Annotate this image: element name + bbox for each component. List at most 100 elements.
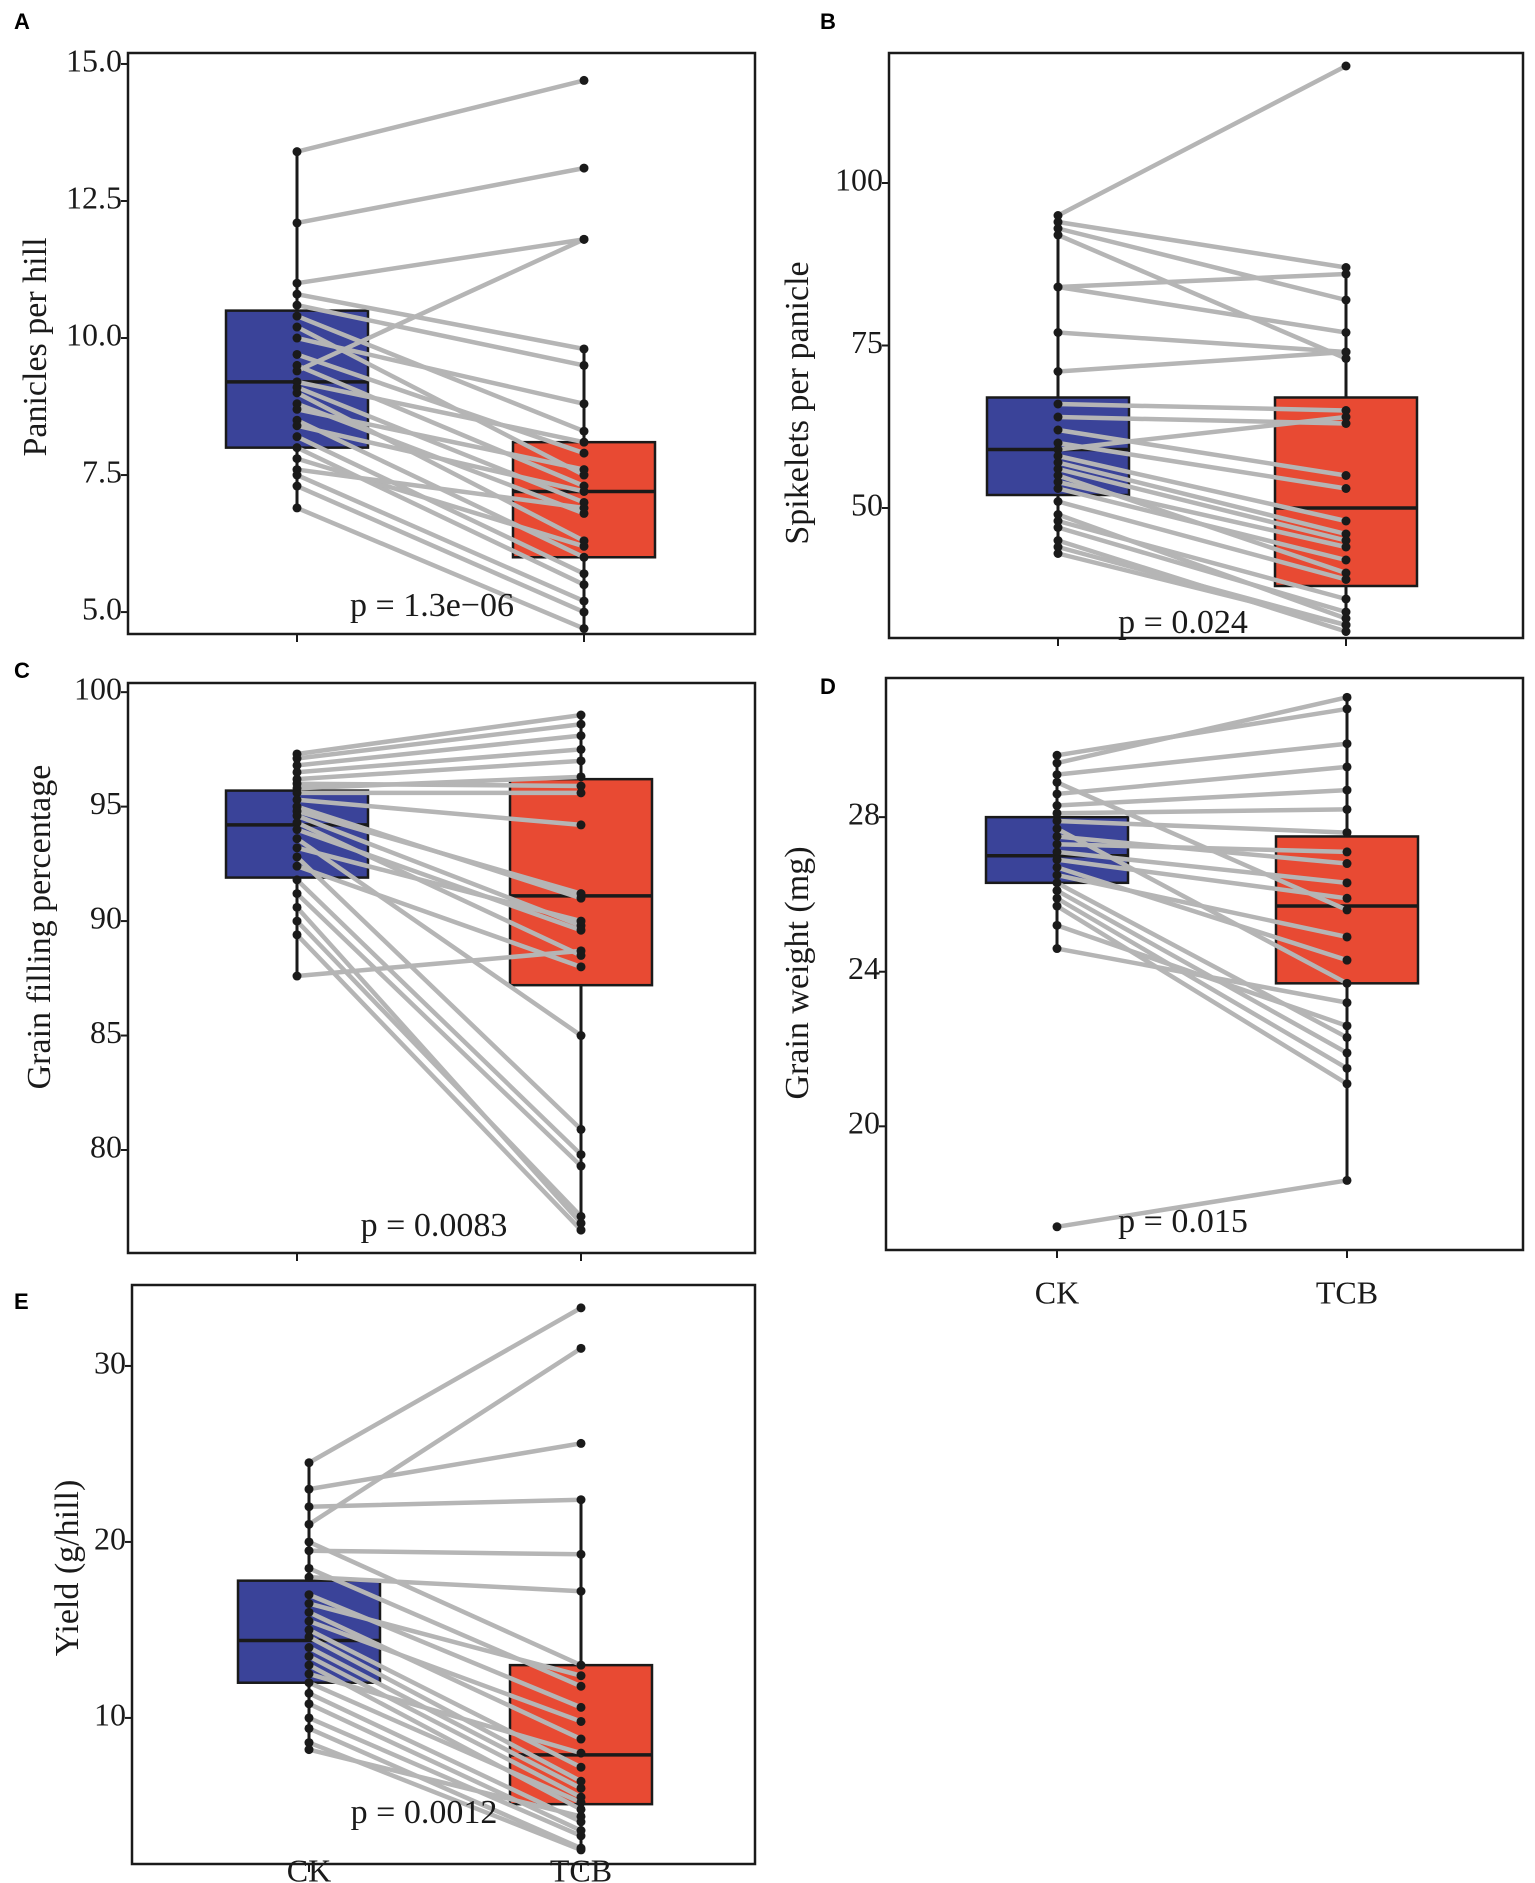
pair-line	[1055, 551, 1349, 628]
data-point-tcb	[576, 1303, 586, 1313]
data-point-tcb	[579, 596, 589, 606]
data-point-ck	[304, 1688, 314, 1698]
y-tick-label: 12.5	[66, 179, 122, 215]
p-value-label: p = 0.0083	[361, 1207, 508, 1244]
p-value-label: p = 0.015	[1118, 1203, 1248, 1240]
data-point-tcb	[576, 1671, 586, 1681]
data-point-tcb	[579, 503, 589, 513]
pair-line	[294, 712, 584, 757]
pair-line	[306, 1441, 584, 1492]
panel-frame	[126, 681, 757, 1255]
data-point-tcb	[1342, 762, 1352, 772]
p-value-label: p = 1.3e−06	[350, 587, 514, 624]
data-point-ck	[1053, 523, 1063, 532]
pair-line	[294, 774, 584, 791]
data-point-ck	[1053, 451, 1063, 461]
data-point-tcb	[576, 1031, 586, 1041]
data-point-tcb	[576, 710, 586, 720]
data-point-tcb	[576, 1748, 586, 1758]
pair-line	[294, 472, 587, 604]
data-point-tcb	[579, 163, 589, 173]
data-point-ck	[292, 311, 302, 321]
data-point-ck	[292, 889, 302, 899]
pair-line	[294, 827, 584, 933]
data-point-tcb	[1341, 536, 1351, 545]
data-point-ck	[1053, 211, 1063, 220]
y-tick-label: 85	[90, 1014, 122, 1050]
pair-line	[306, 1747, 584, 1819]
data-point-ck	[292, 432, 302, 442]
data-point-ck	[304, 1484, 314, 1494]
pair-line	[1055, 499, 1349, 582]
data-point-tcb	[576, 1495, 586, 1505]
data-point-ck	[292, 843, 302, 853]
data-point-ck	[304, 1502, 314, 1512]
pair-line	[1054, 903, 1350, 1087]
data-point-tcb	[576, 731, 586, 741]
data-point-tcb	[579, 541, 589, 551]
p-value-label: p = 0.024	[1118, 604, 1248, 641]
data-point-ck	[292, 902, 302, 912]
data-point-tcb	[576, 1804, 586, 1814]
data-point-tcb	[1342, 1048, 1352, 1058]
data-point-ck	[304, 1745, 314, 1755]
pair-line	[1054, 807, 1350, 816]
data-point-tcb	[576, 1797, 586, 1807]
data-point-tcb	[579, 552, 589, 562]
data-point-tcb	[576, 1776, 586, 1786]
data-point-ck	[1053, 282, 1063, 292]
panel-frame	[130, 1283, 757, 1866]
pair-line	[1054, 880, 1350, 1040]
data-point-tcb	[579, 607, 589, 617]
data-point-tcb	[1341, 471, 1351, 480]
data-point-ck	[304, 1643, 314, 1653]
data-point-ck	[292, 861, 302, 871]
data-point-tcb	[579, 624, 589, 634]
y-axis-title: Spikelets per panicle	[779, 261, 816, 544]
data-point-tcb	[1342, 905, 1352, 915]
data-point-tcb	[576, 1734, 586, 1744]
panel-letter: B	[820, 9, 836, 34]
pair-line	[294, 456, 587, 549]
data-point-ck	[1053, 477, 1063, 487]
pair-line	[294, 854, 584, 1132]
data-point-tcb	[1341, 575, 1351, 584]
data-point-ck	[304, 1563, 314, 1573]
pair-line	[306, 1539, 584, 1668]
data-point-ck	[304, 1572, 314, 1582]
data-point-tcb	[576, 781, 586, 791]
pair-line	[1055, 460, 1349, 537]
pair-line	[306, 1601, 584, 1678]
pair-line	[306, 1305, 584, 1465]
data-point-tcb	[579, 448, 589, 458]
x-tick-label: TCB	[1316, 1274, 1378, 1310]
data-point-tcb	[1342, 859, 1352, 869]
data-point-ck	[1052, 839, 1062, 849]
data-point-tcb	[1342, 704, 1352, 714]
data-point-tcb	[576, 925, 586, 935]
data-point-ck	[292, 811, 302, 821]
data-point-ck	[304, 1669, 314, 1679]
data-point-tcb	[1342, 932, 1352, 942]
pair-line	[306, 1618, 584, 1724]
data-point-ck	[1052, 944, 1062, 954]
data-point-tcb	[576, 1124, 586, 1134]
y-tick-label: 80	[90, 1128, 122, 1164]
data-point-ck	[304, 1699, 314, 1709]
pair-line	[306, 1610, 584, 1742]
data-point-ck	[292, 333, 302, 343]
data-point-tcb	[576, 756, 586, 766]
data-point-ck	[292, 825, 302, 835]
data-point-ck	[1052, 777, 1062, 787]
pair-line	[1055, 219, 1349, 270]
y-tick-label: 100	[835, 161, 883, 197]
pair-line	[306, 1671, 584, 1756]
data-point-ck	[1053, 445, 1063, 454]
data-point-tcb	[576, 1343, 586, 1353]
data-point-ck	[1053, 549, 1063, 558]
data-point-tcb	[1342, 804, 1352, 814]
pair-line	[1055, 427, 1349, 478]
pair-line	[294, 78, 587, 154]
data-point-tcb	[576, 916, 586, 926]
